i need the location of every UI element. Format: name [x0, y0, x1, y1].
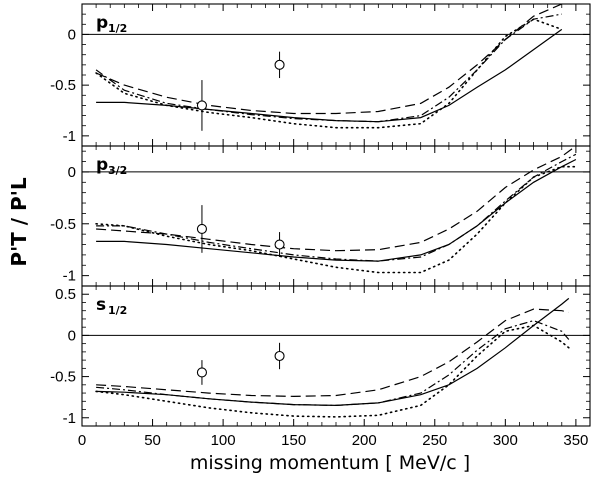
- series-line-dashed: [95, 3, 563, 115]
- panel-label-subscript: 1/2: [108, 304, 127, 317]
- x-tick-label: 150: [281, 432, 306, 449]
- x-tick-labels: 0 50 100 150 200 250 300 350: [78, 432, 589, 449]
- data-point-marker: [274, 59, 285, 70]
- svg-text:P'T / P'L: P'T / P'L: [7, 177, 31, 266]
- y-axis-label-text: P'T / P'L: [7, 177, 31, 266]
- series-line-dashed: [96, 308, 569, 398]
- data-point-marker: [274, 239, 285, 250]
- panel-frame: [81, 145, 591, 287]
- data-point-marker: [274, 350, 285, 362]
- y-tick-label: -1: [63, 268, 76, 285]
- y-tick-label: 0: [68, 26, 76, 43]
- y-axis-label: P'T / P'L: [7, 177, 31, 266]
- panel-label: p: [96, 155, 108, 175]
- series-line-dash-dot: [96, 319, 570, 407]
- panel-label: s: [96, 295, 106, 315]
- series-line-dotted: [95, 18, 563, 129]
- series-line-dotted: [95, 165, 577, 274]
- data-point-marker: [196, 223, 207, 235]
- series-line-solid: [96, 297, 570, 407]
- panel-frame: [81, 3, 591, 147]
- panels-layer: 0-0.5-1p 1/20-0.5-1p 3/20.50-0.5-1s 1/20 50 1…: [50, 3, 591, 449]
- series-line-dash-dot: [96, 153, 577, 262]
- series-line-dotted: [95, 324, 570, 418]
- panel-label-subscript: 1/2: [108, 22, 127, 35]
- y-tick-label: -0.5: [50, 77, 76, 94]
- x-tick-label: 300: [493, 432, 518, 449]
- data-point-marker: [196, 100, 207, 111]
- x-tick-label: 0: [78, 432, 86, 449]
- x-tick-label: 200: [352, 432, 377, 449]
- x-axis-label: missing momentum [ MeV/c ]: [190, 452, 470, 474]
- y-tick-label: -0.5: [50, 216, 76, 233]
- series-line-solid: [96, 28, 563, 123]
- panel-0: 0 -0.5 -1 p 1/2: [50, 3, 591, 147]
- panel-1: 0 -0.5 -1 p 3/2: [50, 145, 591, 287]
- data-point-marker: [196, 367, 207, 378]
- series-line-solid: [96, 158, 577, 262]
- y-tick-label: 0: [68, 327, 76, 344]
- x-tick-label: 350: [563, 432, 588, 449]
- panel-label: p: [96, 13, 108, 33]
- y-tick-label: -1: [63, 410, 76, 427]
- y-tick-label: -0.5: [50, 369, 76, 386]
- y-tick-label: 0: [68, 164, 76, 181]
- panel-label-subscript: 3/2: [108, 164, 127, 177]
- series-line-dashed: [96, 145, 577, 252]
- series-line-dash-dot: [95, 13, 562, 123]
- x-tick-label: 100: [211, 432, 236, 449]
- x-tick-label: 50: [144, 432, 161, 449]
- y-tick-label: -1: [63, 128, 76, 145]
- panel-2: 0.5 0 -0.5 -1 s 1/2: [50, 285, 591, 427]
- x-tick-label: 250: [422, 432, 447, 449]
- y-tick-label: 0.5: [55, 286, 76, 303]
